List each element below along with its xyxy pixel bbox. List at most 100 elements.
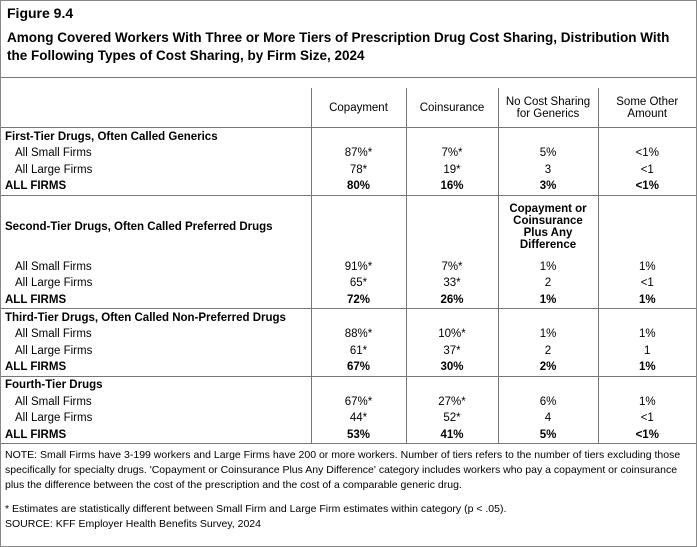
- cell: 61*: [310, 342, 406, 359]
- data-row: All Small Firms 67%* 27%* 6% 1%: [1, 393, 696, 410]
- data-row: ALL FIRMS 67% 30% 2% 1%: [1, 359, 696, 377]
- cell: 2: [497, 342, 598, 359]
- cell: 37*: [405, 342, 498, 359]
- figure-label: Figure 9.4: [7, 5, 74, 21]
- row-label: ALL FIRMS: [1, 359, 311, 377]
- section-row: Fourth-Tier Drugs: [1, 376, 696, 394]
- cell: 53%: [310, 426, 406, 444]
- cell: 7%*: [405, 145, 498, 162]
- section-row: Second-Tier Drugs, Often Called Preferre…: [1, 195, 696, 259]
- note: SOURCE: KFF Employer Health Benefits Sur…: [5, 518, 261, 530]
- data-row: ALL FIRMS 80% 16% 3% <1%: [1, 178, 696, 196]
- cell: 88%*: [310, 326, 406, 343]
- title: Among Covered Workers With Three or More…: [7, 30, 670, 63]
- cell: 67%: [310, 359, 406, 377]
- cell: 1%: [597, 258, 696, 275]
- cell: 72%: [310, 291, 406, 309]
- cell: 10%*: [405, 326, 498, 343]
- column-header: Copayment or Coinsurance Plus Any Differ…: [497, 195, 598, 259]
- cell: [597, 127, 696, 145]
- data-row: All Large Firms 44* 52* 4 <1: [1, 410, 696, 427]
- cell: 33*: [405, 275, 498, 292]
- cell: 19*: [405, 161, 498, 178]
- cell: 1%: [597, 359, 696, 377]
- header-cell: [1, 88, 311, 128]
- row-label: All Small Firms: [15, 328, 92, 341]
- cell: 1%: [497, 291, 598, 309]
- cell: 44*: [310, 410, 406, 427]
- cell: [310, 376, 406, 394]
- cell: 52*: [405, 410, 498, 427]
- cell: 87%*: [310, 145, 406, 162]
- row-label: All Small Firms: [15, 147, 92, 160]
- data-row: All Small Firms 87%* 7%* 5% <1%: [1, 145, 696, 162]
- cell: 1%: [597, 326, 696, 343]
- data-row: All Large Firms 65* 33* 2 <1: [1, 275, 696, 292]
- row-label: ALL FIRMS: [1, 178, 311, 196]
- row-label: ALL FIRMS: [1, 426, 311, 444]
- cell: 5%: [497, 426, 598, 444]
- column-header: Copayment: [310, 88, 406, 128]
- cell: 27%*: [405, 393, 498, 410]
- cell: 41%: [405, 426, 498, 444]
- section-title: Third-Tier Drugs, Often Called Non-Prefe…: [5, 311, 286, 324]
- cell: 1%: [597, 393, 696, 410]
- cell: 2%: [497, 359, 598, 377]
- section-row: Third-Tier Drugs, Often Called Non-Prefe…: [1, 308, 696, 326]
- row-label: All Small Firms: [15, 395, 92, 408]
- cell: 65*: [310, 275, 406, 292]
- row-label: ALL FIRMS: [1, 291, 311, 309]
- notes: NOTE: Small Firms have 3-199 workers and…: [1, 444, 696, 532]
- cell: 6%: [497, 393, 598, 410]
- cell: 30%: [405, 359, 498, 377]
- data-row: ALL FIRMS 72% 26% 1% 1%: [1, 291, 696, 309]
- cell: 26%: [405, 291, 498, 309]
- cell: [497, 308, 598, 326]
- table: Copayment Coinsurance No Cost Sharing for …: [1, 88, 696, 444]
- column-header: Coinsurance: [405, 88, 498, 128]
- cell: 78*: [310, 161, 406, 178]
- cell: 5%: [497, 145, 598, 162]
- cell: <1%: [597, 145, 696, 162]
- cell: 1%: [497, 258, 598, 275]
- cell: [405, 127, 498, 145]
- row-label: All Large Firms: [15, 412, 93, 425]
- cell: [405, 195, 498, 259]
- cell: <1: [597, 275, 696, 292]
- cell: [597, 376, 696, 394]
- cell: 2: [497, 275, 598, 292]
- cell: [310, 308, 406, 326]
- header: Figure 9.4 Among Covered Workers With Th…: [1, 1, 696, 78]
- cell: [597, 308, 696, 326]
- cell: 1%: [497, 326, 598, 343]
- cell: 7%*: [405, 258, 498, 275]
- data-row: All Small Firms 88%* 10%* 1% 1%: [1, 326, 696, 343]
- note: NOTE: Small Firms have 3-199 workers and…: [5, 449, 681, 491]
- row-label: All Large Firms: [15, 344, 93, 357]
- column-header: No Cost Sharing for Generics: [497, 88, 598, 128]
- data-row: All Small Firms 91%* 7%* 1% 1%: [1, 258, 696, 275]
- cell: 80%: [310, 178, 406, 196]
- cell: 67%*: [310, 393, 406, 410]
- data-row: ALL FIRMS 53% 41% 5% <1%: [1, 426, 696, 444]
- cell: <1: [597, 410, 696, 427]
- cell: <1: [597, 161, 696, 178]
- column-header-row: Copayment Coinsurance No Cost Sharing for …: [1, 88, 696, 128]
- cell: [597, 195, 696, 259]
- cell: [310, 195, 406, 259]
- note: * Estimates are statistically different …: [5, 503, 507, 515]
- cell: 1: [597, 342, 696, 359]
- data-row: All Large Firms 78* 19* 3 <1: [1, 161, 696, 178]
- row-label: All Small Firms: [15, 260, 92, 273]
- cell: [310, 127, 406, 145]
- cell: 3%: [497, 178, 598, 196]
- section-title: Fourth-Tier Drugs: [5, 379, 103, 391]
- cell: 3: [497, 161, 598, 178]
- data-row: All Large Firms 61* 37* 2 1: [1, 342, 696, 359]
- cell: [497, 127, 598, 145]
- section-row: First-Tier Drugs, Often Called Generics: [1, 127, 696, 145]
- cell: [405, 376, 498, 394]
- section-title: First-Tier Drugs, Often Called Generics: [5, 130, 218, 143]
- cell: 1%: [597, 291, 696, 309]
